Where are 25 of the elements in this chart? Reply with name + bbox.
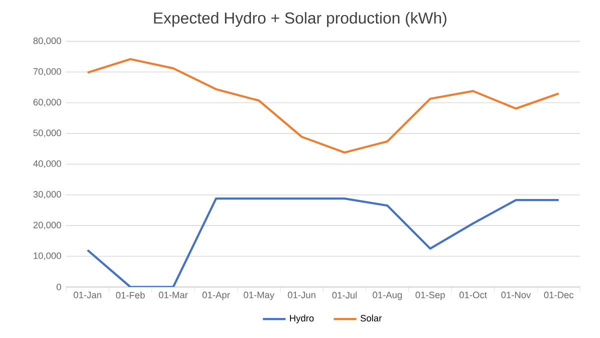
x-tick-label: 01-Sep: [416, 292, 445, 300]
x-tick-label: 01-Dec: [544, 292, 574, 298]
y-tick-label: 10,000: [34, 252, 62, 260]
y-tick-label: 40,000: [33, 160, 62, 168]
chart-title: Expected Hydro + Solar production (kWh): [154, 12, 446, 27]
legend-label: Solar: [360, 314, 382, 322]
line-series: [86, 58, 560, 154]
x-tick-label: 01-Nov: [501, 292, 531, 298]
x-tick-label: 01-Jul: [332, 292, 357, 298]
x-tick-label: 01-May: [244, 292, 274, 300]
x-tick-label: 01-Oct: [459, 292, 487, 298]
y-tick-label: 20,000: [33, 222, 62, 230]
x-tick-label: 01-Jan: [74, 292, 102, 298]
x-tick-label: 01-Apr: [202, 292, 230, 300]
y-tick-label: 60,000: [33, 98, 62, 107]
y-tick-label: 80,000: [33, 37, 62, 46]
y-tick-label: 50,000: [33, 130, 62, 138]
x-tick-label: 01-Jun: [288, 292, 316, 298]
y-tick-label: 0: [56, 284, 62, 290]
x-tick-label: 01-Aug: [372, 292, 402, 300]
legend-label: Hydro: [290, 314, 314, 324]
x-tick-label: 01-Mar: [158, 292, 188, 298]
x-tick-label: 01-Feb: [116, 292, 145, 298]
y-tick-label: 70,000: [33, 68, 62, 76]
y-tick-label: 30,000: [33, 191, 62, 199]
